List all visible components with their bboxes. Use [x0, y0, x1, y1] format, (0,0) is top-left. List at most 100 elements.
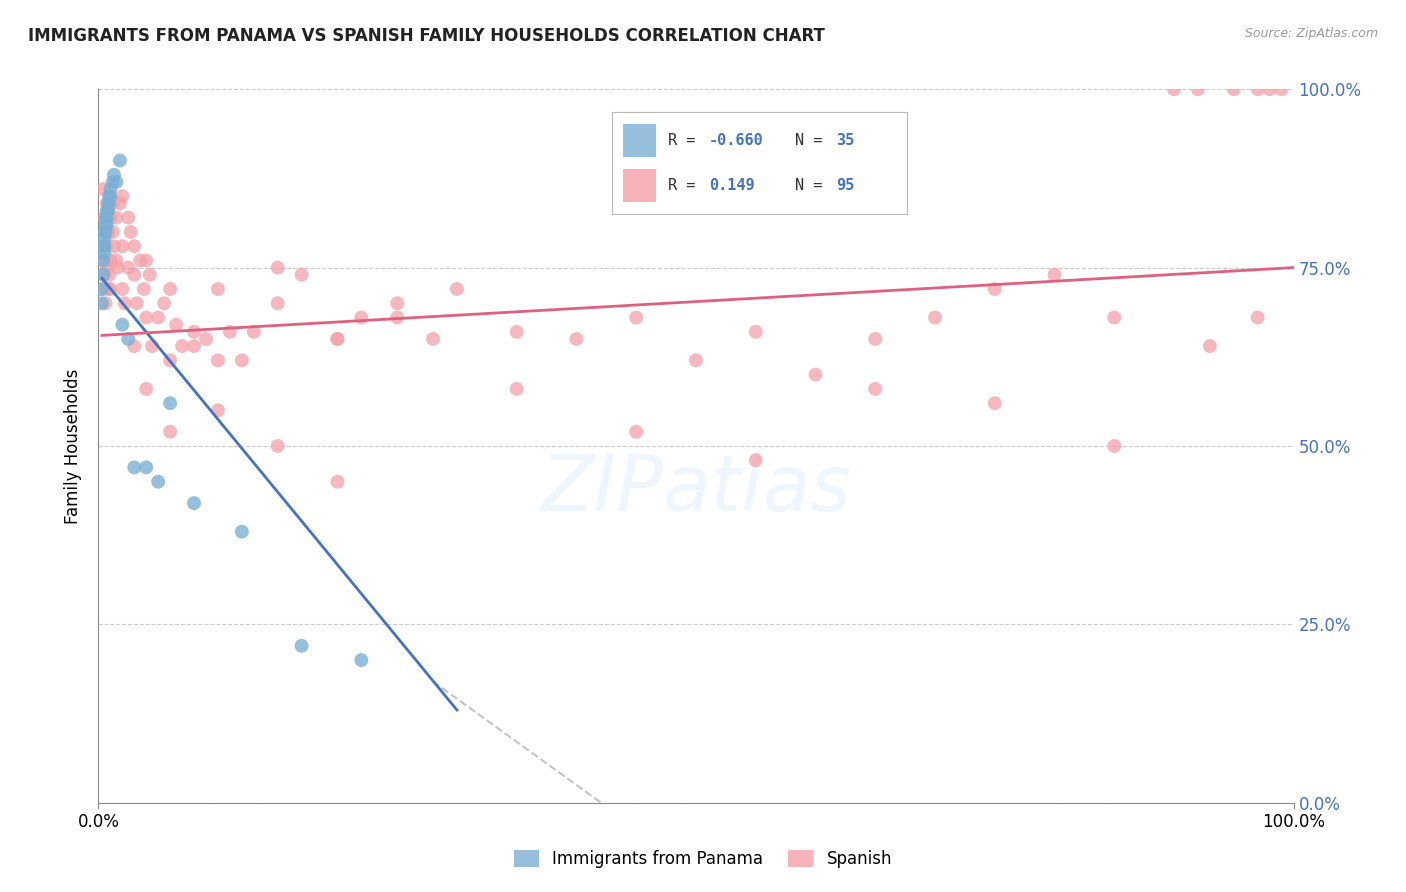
Point	[984, 396, 1007, 410]
Point	[120, 225, 142, 239]
Point	[153, 296, 176, 310]
Point	[108, 196, 131, 211]
Point	[96, 211, 118, 225]
Point	[446, 282, 468, 296]
Point	[159, 396, 181, 410]
Point	[101, 225, 124, 239]
Point	[125, 296, 148, 310]
Text: R =: R =	[668, 133, 704, 148]
Text: IMMIGRANTS FROM PANAMA VS SPANISH FAMILY HOUSEHOLDS CORRELATION CHART: IMMIGRANTS FROM PANAMA VS SPANISH FAMILY…	[28, 27, 825, 45]
Point	[626, 310, 648, 325]
Point	[745, 453, 768, 467]
Point	[1222, 82, 1246, 96]
Point	[804, 368, 827, 382]
Point	[326, 332, 349, 346]
Point	[97, 225, 120, 239]
Point	[111, 282, 134, 296]
Point	[124, 460, 146, 475]
Point	[231, 524, 253, 539]
Point	[93, 239, 115, 253]
Point	[101, 196, 124, 211]
Point	[103, 168, 125, 182]
Point	[135, 253, 157, 268]
Point	[96, 218, 118, 232]
Point	[267, 260, 290, 275]
Point	[385, 310, 409, 325]
Point	[97, 225, 120, 239]
Point	[1246, 82, 1268, 96]
Point	[98, 211, 122, 225]
Point	[124, 268, 146, 282]
Point	[98, 282, 122, 296]
Bar	[623, 169, 655, 202]
Point	[101, 175, 124, 189]
Point	[91, 282, 114, 296]
Point	[94, 211, 117, 225]
Point	[194, 332, 218, 346]
Point	[626, 425, 648, 439]
Point	[745, 325, 768, 339]
Point	[267, 296, 290, 310]
Point	[165, 318, 187, 332]
Point	[291, 268, 314, 282]
Point	[111, 189, 134, 203]
Text: Source: ZipAtlas.com: Source: ZipAtlas.com	[1244, 27, 1378, 40]
Point	[132, 282, 155, 296]
Point	[114, 296, 136, 310]
Point	[105, 211, 128, 225]
Point	[97, 203, 120, 218]
Point	[91, 282, 114, 296]
Point	[103, 239, 125, 253]
Point	[117, 260, 139, 275]
Point	[91, 182, 114, 196]
Point	[117, 332, 139, 346]
Point	[124, 339, 146, 353]
Point	[105, 253, 128, 268]
Point	[96, 260, 118, 275]
Point	[231, 353, 253, 368]
Text: N =: N =	[794, 178, 831, 193]
Point	[97, 282, 120, 296]
Point	[924, 310, 946, 325]
Point	[141, 339, 163, 353]
Point	[148, 310, 170, 325]
Point	[135, 460, 157, 475]
Point	[93, 239, 115, 253]
Point	[350, 653, 373, 667]
Point	[98, 189, 122, 203]
Point	[1102, 310, 1125, 325]
Point	[91, 253, 114, 268]
Y-axis label: Family Households: Family Households	[65, 368, 83, 524]
Point	[1246, 310, 1268, 325]
Point	[98, 182, 122, 196]
Point	[148, 475, 170, 489]
Point	[1187, 82, 1209, 96]
Point	[207, 353, 229, 368]
Point	[91, 296, 114, 310]
Point	[1258, 82, 1281, 96]
Point	[117, 211, 139, 225]
Point	[98, 253, 122, 268]
Point	[124, 239, 146, 253]
Point	[93, 268, 115, 282]
Point	[183, 325, 205, 339]
Point	[243, 325, 266, 339]
Point	[93, 225, 115, 239]
Point	[1043, 268, 1066, 282]
Text: 95: 95	[837, 178, 855, 193]
Point	[91, 268, 114, 282]
Point	[107, 260, 129, 275]
Text: ZIP​atlas: ZIP​atlas	[540, 450, 852, 527]
Point	[91, 239, 114, 253]
Point	[422, 332, 444, 346]
Text: 0.149: 0.149	[709, 178, 755, 193]
Point	[97, 196, 120, 211]
Point	[96, 239, 118, 253]
Point	[93, 232, 115, 246]
Point	[172, 339, 194, 353]
Point	[94, 296, 117, 310]
Point	[506, 325, 529, 339]
Point	[1271, 82, 1294, 96]
Point	[159, 425, 181, 439]
Point	[139, 268, 162, 282]
